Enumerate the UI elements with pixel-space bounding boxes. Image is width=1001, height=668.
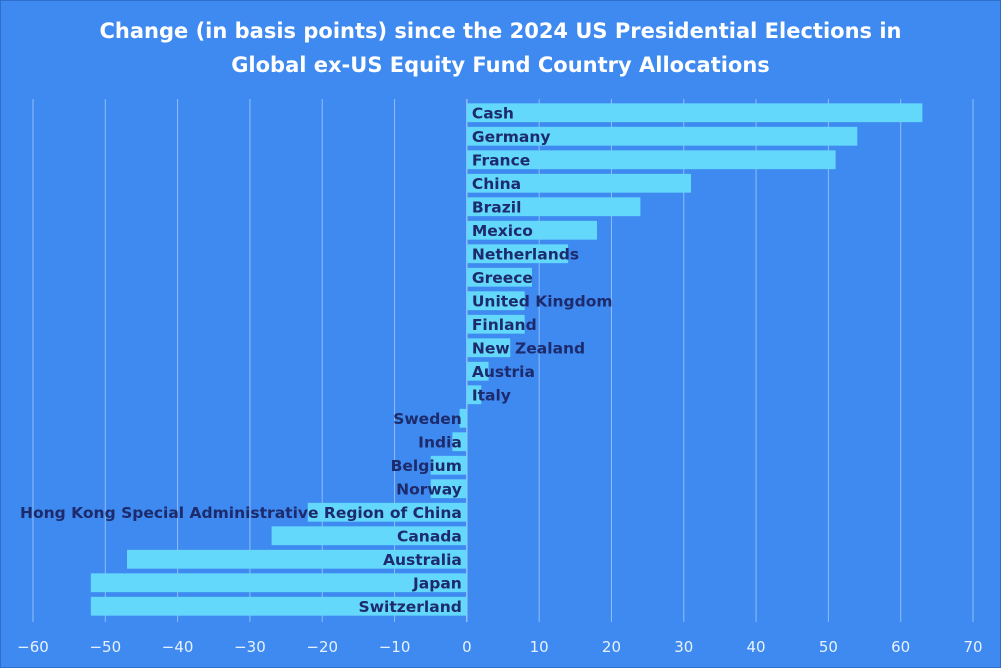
bar	[127, 549, 467, 569]
category-label: Cash	[472, 104, 514, 122]
x-tick-label: −30	[234, 638, 266, 656]
category-label: Netherlands	[472, 245, 579, 263]
x-tick-label: 60	[891, 638, 910, 656]
category-label: Canada	[397, 527, 462, 545]
bars	[90, 103, 923, 616]
category-label: Germany	[472, 128, 551, 146]
category-label: France	[472, 151, 530, 169]
bar	[90, 596, 467, 616]
x-tick-label: 20	[602, 638, 621, 656]
category-label: Hong Kong Special Administrative Region …	[20, 504, 462, 522]
x-tick-label: −10	[379, 638, 411, 656]
category-label: Switzerland	[359, 598, 462, 616]
category-label: Austria	[472, 363, 535, 381]
category-label: Finland	[472, 316, 537, 334]
bar	[466, 361, 489, 381]
x-tick-label: −60	[17, 638, 49, 656]
category-label: India	[418, 433, 462, 451]
category-label: United Kingdom	[472, 292, 613, 310]
bar	[466, 150, 836, 170]
x-tick-label: −20	[306, 638, 338, 656]
x-tick-label: 30	[674, 638, 693, 656]
bar	[466, 197, 641, 217]
chart-title: Change (in basis points) since the 2024 …	[0, 14, 1001, 82]
bar	[466, 314, 525, 334]
bar	[466, 103, 923, 123]
x-tick-label: 50	[819, 638, 838, 656]
category-label: Japan	[412, 574, 462, 592]
x-tick-label: 0	[462, 638, 472, 656]
category-label: Greece	[472, 269, 533, 287]
bar	[307, 502, 467, 522]
bar	[466, 220, 597, 240]
bar	[271, 526, 467, 546]
bar	[430, 455, 467, 475]
category-label: Mexico	[472, 222, 533, 240]
x-tick-label: −50	[89, 638, 121, 656]
x-tick-label: 70	[963, 638, 982, 656]
bar	[90, 573, 467, 593]
x-axis-ticks: −60 −50 −40 −30 −20 −10 0 10 20 30 40 50 60 70	[17, 638, 982, 656]
bar	[466, 385, 482, 405]
category-label: Italy	[472, 386, 511, 404]
category-label: Australia	[383, 551, 462, 569]
category-label: Brazil	[472, 198, 522, 216]
category-label: China	[472, 175, 521, 193]
chart-title-line-1: Change (in basis points) since the 2024 …	[99, 19, 902, 43]
category-label: Belgium	[391, 457, 462, 475]
x-tick-label: −40	[162, 638, 194, 656]
category-label: Norway	[396, 480, 462, 498]
bar	[466, 338, 511, 358]
bar	[466, 267, 532, 287]
category-label: Sweden	[393, 410, 462, 428]
bar	[466, 126, 858, 146]
x-tick-label: 40	[747, 638, 766, 656]
x-tick-label: 10	[530, 638, 549, 656]
bar	[430, 479, 467, 499]
bar	[466, 244, 569, 264]
bar	[452, 432, 467, 452]
bar	[466, 291, 525, 311]
category-label: New Zealand	[472, 339, 585, 357]
bar	[459, 408, 467, 428]
bar-labels: Cash Germany France China Brazil Mexico Nether…	[20, 104, 613, 616]
chart-title-line-2: Global ex-US Equity Fund Country Allocat…	[231, 53, 770, 77]
bar	[466, 173, 691, 193]
